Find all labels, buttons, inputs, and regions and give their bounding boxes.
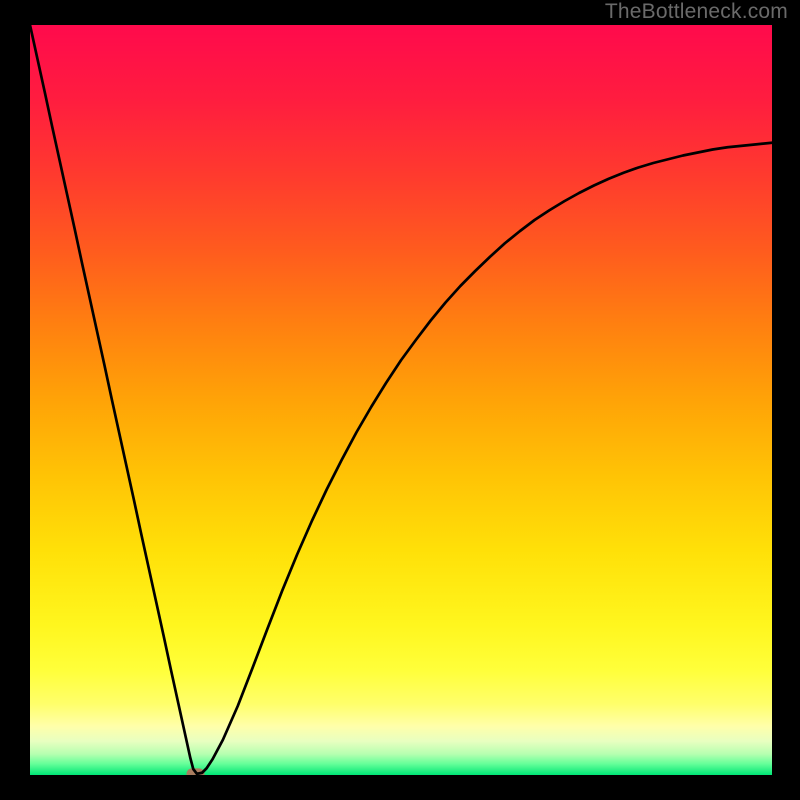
watermark-label: TheBottleneck.com (605, 0, 788, 24)
plot-svg (30, 25, 772, 775)
chart-stage: TheBottleneck.com (0, 0, 800, 800)
gradient-background (30, 25, 772, 775)
plot-area (30, 25, 772, 775)
